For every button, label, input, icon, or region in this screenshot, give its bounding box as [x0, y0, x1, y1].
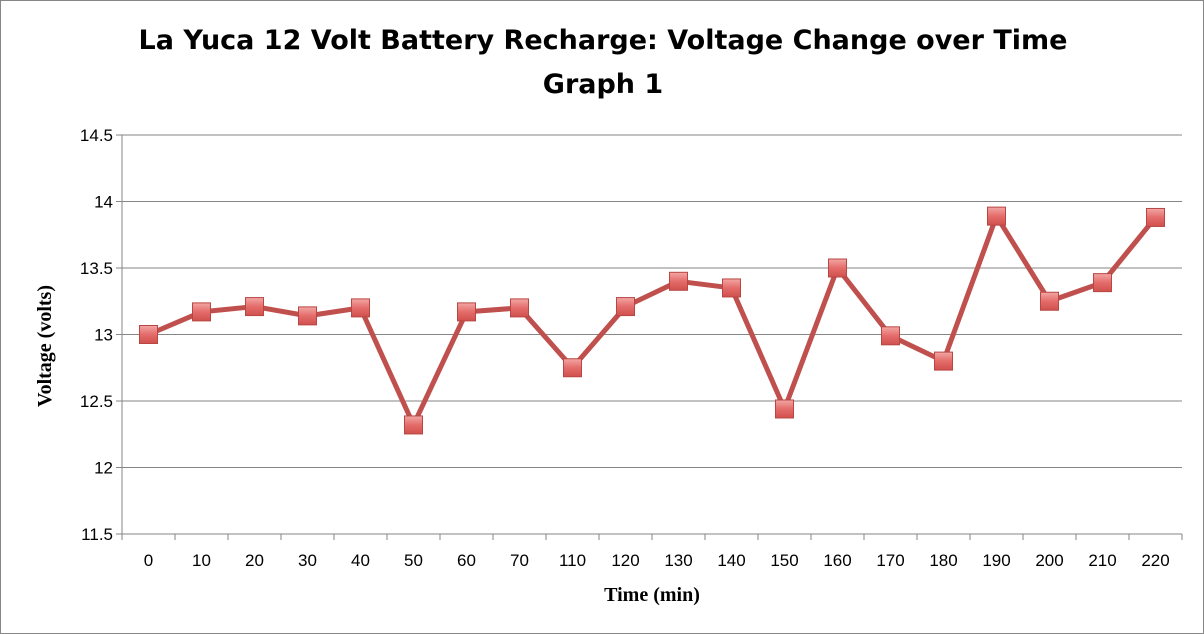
data-point-marker	[1040, 291, 1059, 311]
y-tick-label: 12	[94, 459, 113, 478]
x-tick-label: 40	[351, 551, 370, 570]
x-tick-label: 160	[823, 551, 851, 570]
x-tick-label: 220	[1141, 551, 1169, 570]
data-point-marker	[775, 399, 794, 419]
data-point-marker	[934, 351, 953, 371]
x-tick-label: 190	[982, 551, 1010, 570]
x-tick-label: 50	[404, 551, 423, 570]
data-point-marker	[881, 326, 900, 346]
x-tick-label: 140	[717, 551, 745, 570]
y-tick-label: 14.5	[80, 126, 113, 145]
y-tick-label: 13.5	[80, 259, 113, 278]
x-tick-label: 20	[245, 551, 264, 570]
y-tick-label: 13	[94, 326, 113, 345]
x-tick-label: 110	[559, 551, 586, 570]
y-tick-label: 11.5	[81, 525, 113, 544]
data-point-marker	[245, 297, 264, 317]
x-tick-label: 150	[770, 551, 798, 570]
x-tick-label: 130	[664, 551, 692, 570]
chart-subtitle: Graph 1	[542, 69, 664, 100]
data-point-marker	[457, 302, 476, 322]
x-tick-label: 0	[144, 551, 153, 570]
data-point-marker	[1146, 207, 1165, 227]
x-tick-label: 200	[1035, 551, 1063, 570]
data-point-marker	[139, 325, 158, 344]
data-point-marker	[351, 298, 370, 318]
x-tick-label: 30	[298, 551, 317, 570]
x-tick-label: 70	[510, 551, 529, 570]
data-point-marker	[616, 297, 635, 317]
data-point-marker	[192, 302, 211, 322]
x-tick-label: 210	[1088, 551, 1116, 570]
y-tick-label: 12.5	[80, 392, 113, 411]
x-tick-label: 120	[611, 551, 639, 570]
data-point-marker	[1093, 273, 1112, 293]
x-axis-label: Time (min)	[604, 584, 700, 606]
data-point-marker	[722, 278, 741, 298]
data-point-marker	[298, 306, 317, 326]
chart-title: La Yuca 12 Volt Battery Recharge: Voltag…	[138, 25, 1068, 56]
data-point-marker	[404, 415, 423, 435]
data-point-marker	[669, 271, 688, 291]
data-point-marker	[510, 298, 529, 318]
x-tick-label: 170	[876, 551, 904, 570]
y-axis-label: Voltage (volts)	[34, 285, 56, 407]
x-tick-label: 180	[929, 551, 957, 570]
x-tick-label: 10	[192, 551, 211, 570]
data-point-marker	[563, 358, 582, 378]
data-point-marker	[987, 206, 1006, 226]
x-tick-label: 60	[457, 551, 476, 570]
y-tick-label: 14	[94, 193, 113, 212]
data-point-marker	[828, 258, 847, 278]
